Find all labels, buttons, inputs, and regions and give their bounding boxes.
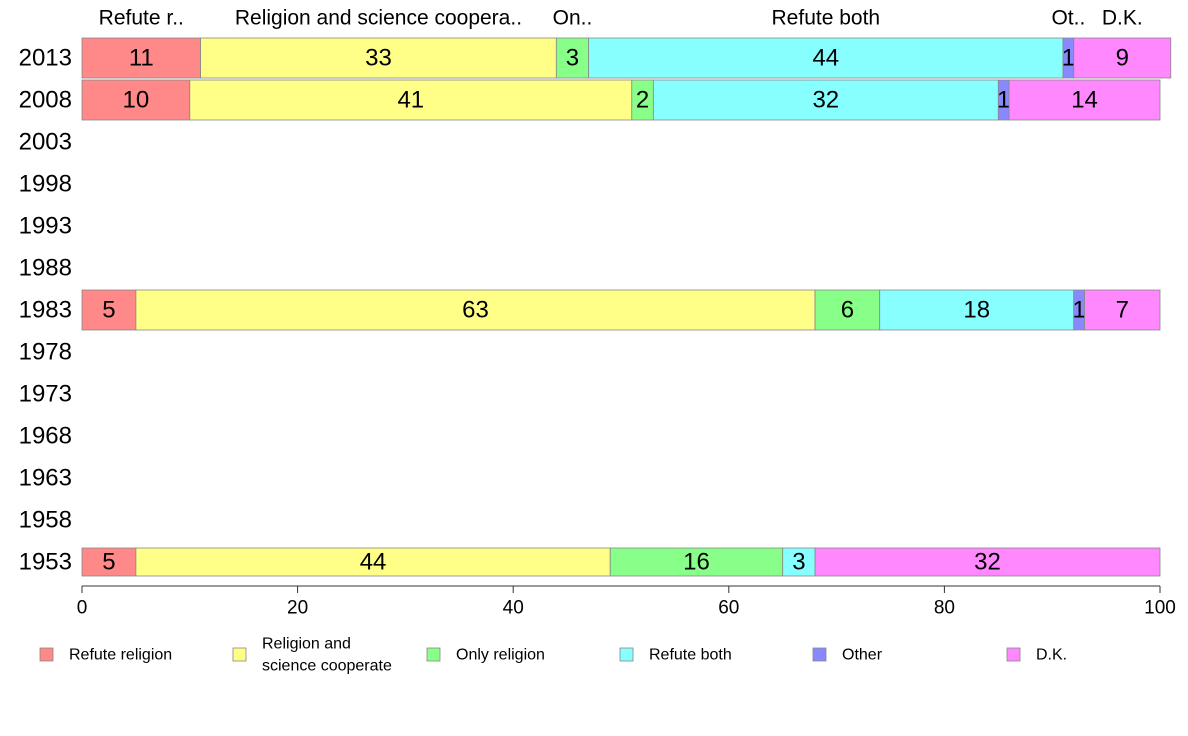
bars: 11 33 3 44 1 910 41 2 32 1 145 63 6 18 1 75 44 16 3 32 <box>81 37 1172 577</box>
legend-swatch <box>426 647 441 662</box>
bar-segment <box>588 37 1064 79</box>
bar-segment <box>81 79 191 121</box>
y-tick-label: 2003 <box>19 129 72 156</box>
y-tick-label: 1973 <box>19 381 72 408</box>
x-axis: 0 20 40 60 80 100 <box>77 585 1176 619</box>
data-label: 10 <box>123 87 150 114</box>
y-tick-label: 2008 <box>19 87 72 114</box>
bar-segment <box>135 547 611 577</box>
top-label: Ot.. <box>1051 7 1085 30</box>
legend-label: Religion and <box>262 636 351 653</box>
legend: Refute religion Religion and science coope… <box>39 636 1067 675</box>
x-tick-label: 60 <box>718 598 739 619</box>
bar-segment <box>814 289 881 331</box>
top-label: Refute both <box>772 7 881 30</box>
data-label: 1 <box>1062 45 1075 72</box>
bar-segment <box>1073 37 1172 79</box>
y-tick-label: 1998 <box>19 171 72 198</box>
x-tick-label: 40 <box>503 598 524 619</box>
y-tick-label: 2013 <box>19 45 72 72</box>
y-tick-label: 1958 <box>19 507 72 534</box>
legend-label: D.K. <box>1036 647 1067 664</box>
y-axis: 2013 2008 2003 1998 1993 1988 1983 1978 1973 1968… <box>19 45 72 576</box>
x-tick-label: 100 <box>1144 598 1176 619</box>
bar-segment <box>81 289 137 331</box>
bar-segment <box>189 79 633 121</box>
bar-segment <box>814 547 1161 577</box>
data-label: 32 <box>974 549 1001 576</box>
data-label: 63 <box>462 297 489 324</box>
legend-swatch <box>39 647 54 662</box>
data-label: 5 <box>102 297 115 324</box>
legend-label: science cooperate <box>262 658 392 675</box>
data-label: 7 <box>1116 297 1129 324</box>
y-tick-label: 1988 <box>19 255 72 282</box>
data-label: 44 <box>812 45 839 72</box>
legend-label: Refute both <box>649 647 732 664</box>
y-tick-label: 1983 <box>19 297 72 324</box>
top-label: Religion and science coopera.. <box>235 7 522 30</box>
data-label: 33 <box>365 45 392 72</box>
top-label: On.. <box>553 7 593 30</box>
legend-label: Only religion <box>456 647 545 664</box>
bar-segment <box>1008 79 1161 121</box>
data-label: 18 <box>963 297 990 324</box>
bar-segment <box>879 289 1075 331</box>
data-label: 3 <box>792 549 805 576</box>
data-label: 2 <box>636 87 649 114</box>
bar-segment <box>81 37 201 79</box>
data-label: 11 <box>129 45 154 72</box>
data-label: 16 <box>683 549 710 576</box>
bar-segment <box>81 547 137 577</box>
legend-swatch <box>619 647 634 662</box>
bar-segment <box>555 37 590 79</box>
bar-segment <box>652 79 999 121</box>
bar-segment <box>200 37 557 79</box>
bar-segment <box>1084 289 1161 331</box>
data-label: 3 <box>566 45 579 72</box>
data-label: 5 <box>102 549 115 576</box>
bar-segment <box>782 547 816 577</box>
bar-segment <box>609 547 784 577</box>
y-tick-label: 1993 <box>19 213 72 240</box>
legend-label: Refute religion <box>69 647 172 664</box>
top-labels: Refute r.. Religion and science coopera..… <box>99 7 1143 30</box>
data-label: 1 <box>1072 297 1085 324</box>
y-tick-label: 1963 <box>19 465 72 492</box>
x-tick-label: 20 <box>287 598 308 619</box>
legend-label: Other <box>842 647 883 664</box>
bar-segment <box>135 289 816 331</box>
data-label: 6 <box>841 297 854 324</box>
data-label: 9 <box>1116 45 1129 72</box>
data-label: 1 <box>997 87 1010 114</box>
top-label: D.K. <box>1102 7 1143 30</box>
y-tick-label: 1953 <box>19 549 72 576</box>
data-label: 14 <box>1071 87 1098 114</box>
y-tick-label: 1978 <box>19 339 72 366</box>
x-tick-label: 80 <box>934 598 955 619</box>
x-tick-label: 0 <box>77 598 88 619</box>
legend-swatch <box>1006 647 1021 662</box>
data-label: 41 <box>397 87 424 114</box>
legend-swatch <box>232 647 247 662</box>
legend-swatch <box>812 647 827 662</box>
top-label: Refute r.. <box>99 7 184 30</box>
y-tick-label: 1968 <box>19 423 72 450</box>
data-label: 44 <box>360 549 387 576</box>
data-label: 32 <box>812 87 839 114</box>
